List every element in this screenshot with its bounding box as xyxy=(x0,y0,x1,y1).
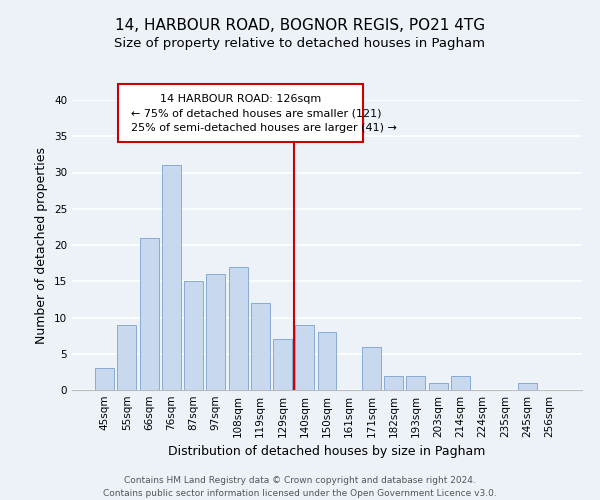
Bar xyxy=(406,376,425,390)
Bar xyxy=(118,325,136,390)
Bar xyxy=(429,383,448,390)
Y-axis label: Number of detached properties: Number of detached properties xyxy=(35,146,49,344)
Bar xyxy=(518,383,536,390)
Text: 25% of semi-detached houses are larger (41) →: 25% of semi-detached houses are larger (… xyxy=(131,123,397,133)
Bar xyxy=(140,238,158,390)
X-axis label: Distribution of detached houses by size in Pagham: Distribution of detached houses by size … xyxy=(169,446,485,458)
Bar xyxy=(184,281,203,390)
Bar xyxy=(162,165,181,390)
Bar xyxy=(229,267,248,390)
Bar xyxy=(317,332,337,390)
Text: ← 75% of detached houses are smaller (121): ← 75% of detached houses are smaller (12… xyxy=(131,108,381,118)
Text: 14 HARBOUR ROAD: 126sqm: 14 HARBOUR ROAD: 126sqm xyxy=(160,94,321,104)
Bar xyxy=(295,325,314,390)
Text: Size of property relative to detached houses in Pagham: Size of property relative to detached ho… xyxy=(115,38,485,51)
Text: Contains HM Land Registry data © Crown copyright and database right 2024.
Contai: Contains HM Land Registry data © Crown c… xyxy=(103,476,497,498)
Bar xyxy=(362,346,381,390)
FancyBboxPatch shape xyxy=(118,84,362,142)
Bar xyxy=(273,339,292,390)
Bar xyxy=(251,303,270,390)
Text: 14, HARBOUR ROAD, BOGNOR REGIS, PO21 4TG: 14, HARBOUR ROAD, BOGNOR REGIS, PO21 4TG xyxy=(115,18,485,32)
Bar xyxy=(451,376,470,390)
Bar xyxy=(206,274,225,390)
Bar xyxy=(384,376,403,390)
Bar xyxy=(95,368,114,390)
